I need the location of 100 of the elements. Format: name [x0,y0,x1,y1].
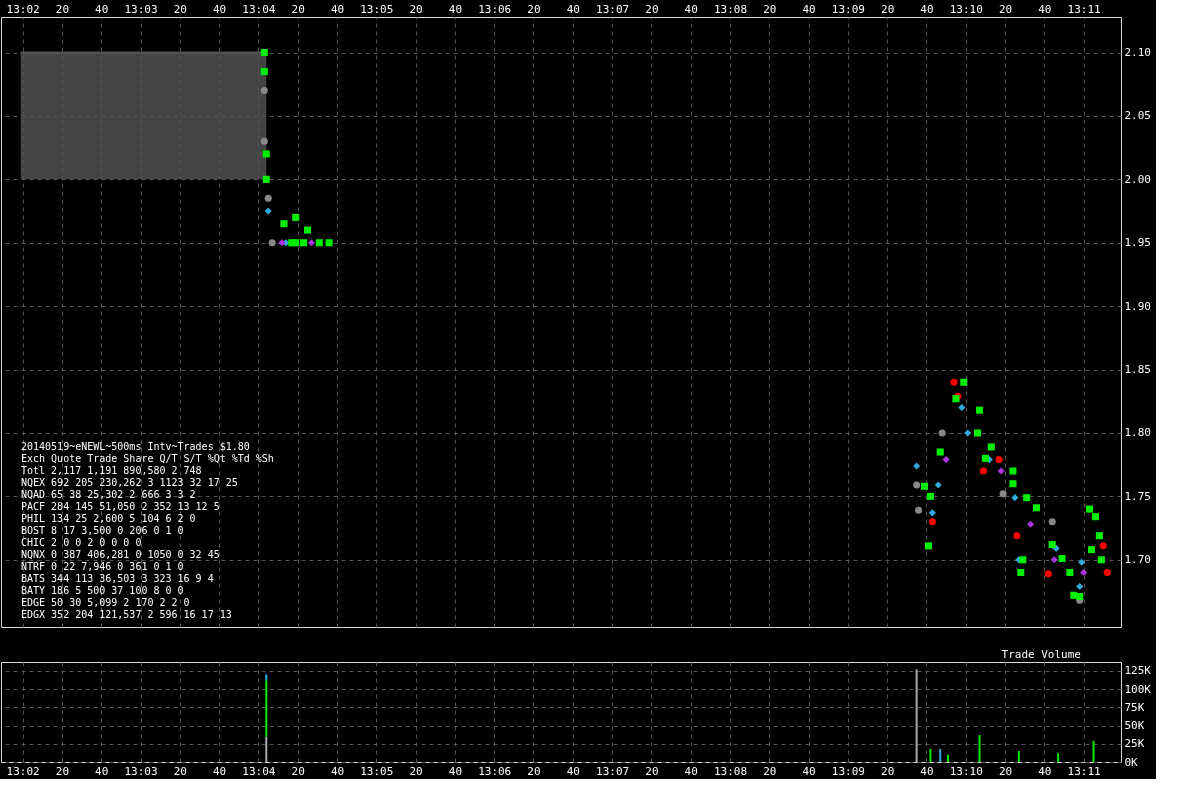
x-tick-label: 13:11 [1067,764,1101,778]
annotation: EDGX 352 204 121,537 2 596 16 17 13 [21,609,232,620]
x-tick-label: 13:09 [831,2,865,16]
x-tick-label: 40 [802,764,816,778]
point [1099,542,1107,550]
point [1095,532,1103,540]
x-tick-label: 20 [527,764,541,778]
point [934,481,942,489]
x-tick-label: 40 [920,2,934,16]
y-tick-label: 1.90 [1124,299,1151,313]
y-tick-label: 1.85 [1124,363,1151,377]
y-tick-label: 1.70 [1124,553,1151,567]
annotation: CHIC 2 0 0 2 0 0 0 0 [21,537,142,548]
x-tick-label: 20 [763,764,777,778]
point [1078,558,1086,566]
point [913,462,921,470]
x-tick-label: 40 [1038,764,1052,778]
point [999,490,1007,498]
x-tick-label: 13:02 [6,764,40,778]
point [964,429,972,437]
point [975,406,984,414]
annotation: PHIL 134 25 2,600 5 104 6 2 0 [21,513,196,524]
x-tick-label: 20 [173,764,187,778]
x-tick-label: 20 [881,764,895,778]
point [260,137,268,145]
y-tick-label: 25K [1124,737,1145,751]
x-tick-label: 13:08 [713,764,748,778]
x-tick-label: 13:04 [242,764,276,778]
x-tick-label: 20 [881,2,895,16]
point [936,448,944,456]
x-tick-label: 13:06 [478,764,512,778]
point [288,239,296,247]
annotation: PACF 284 145 51,050 2 352 13 12 5 [21,501,220,512]
annotation: NQNX 0 387 406,281 0 1050 0 32 45 [21,549,220,560]
point [913,481,921,489]
point [1087,546,1096,554]
point [264,207,272,215]
point [1017,568,1025,576]
annotation: BATY 186 5 500 37 100 8 0 0 [21,585,184,596]
x-tick-label: 13:05 [360,764,394,778]
y-tick-label: 2.10 [1124,46,1151,60]
point [1066,568,1074,576]
x-tick-label: 40 [95,764,109,778]
point [262,150,270,158]
x-tick-label: 13:03 [124,2,158,16]
x-tick-label: 40 [684,764,698,778]
x-tick-label: 13:06 [478,2,512,16]
annotation: NQAD 65 38 25,302 2 666 3 3 2 [21,489,196,500]
point [292,213,300,221]
bar [929,748,932,762]
x-tick-label: 40 [802,2,816,16]
x-tick-label: 20 [645,764,659,778]
point [307,239,315,247]
y-tick-label: 1.80 [1124,426,1151,440]
point [981,454,989,462]
point [325,239,333,247]
point [926,492,934,500]
point [260,87,268,95]
x-tick-label: 20 [173,2,187,16]
x-tick-label: 20 [998,2,1013,16]
x-tick-label: 13:02 [6,2,40,16]
point [300,239,308,247]
point [995,456,1003,464]
x-tick-label: 13:03 [124,764,158,778]
point [997,467,1005,475]
x-tick-label: 40 [330,2,345,16]
annotation: NQEX 692 205 230,262 3 1123 32 17 25 [21,477,238,488]
annotation: NTRF 0 22 7,946 0 361 0 1 0 [21,561,184,572]
point [260,48,268,57]
bar [265,736,268,762]
y-tick-label: 1.75 [1124,489,1151,503]
x-tick-label: 20 [645,2,659,16]
x-tick-label: 20 [527,2,541,16]
point [1032,504,1041,512]
y-tick-label: 2.05 [1124,109,1151,123]
y-tick-label: 2.00 [1124,172,1151,186]
bar [978,734,981,762]
annotation: BATS 344 113 36,503 3 323 16 9 4 [21,573,214,584]
point [1076,582,1084,590]
x-tick-label: 13:08 [713,2,748,16]
x-tick-label: 13:07 [596,2,630,16]
point [268,239,276,247]
point [938,429,946,437]
x-tick-label: 20 [55,2,70,16]
point [264,194,272,202]
annotation: EDGE 50 30 5,099 2 170 2 2 0 [21,597,190,608]
point [1019,556,1027,564]
bar [265,674,268,681]
x-tick-label: 40 [566,764,580,778]
point [1080,568,1088,576]
x-tick-label: 40 [212,764,227,778]
point [1050,556,1058,564]
x-tick-label: 20 [409,2,423,16]
y-tick-label: 100K [1124,682,1152,696]
point [1048,518,1056,526]
point [1013,532,1021,540]
y-tick-label: 0K [1124,755,1139,769]
y-tick-label: 1.95 [1124,236,1151,250]
annotation: Exch Quote Trade Share Q/T S/T %Qt %Td %Sh [21,453,274,464]
point [950,378,958,386]
